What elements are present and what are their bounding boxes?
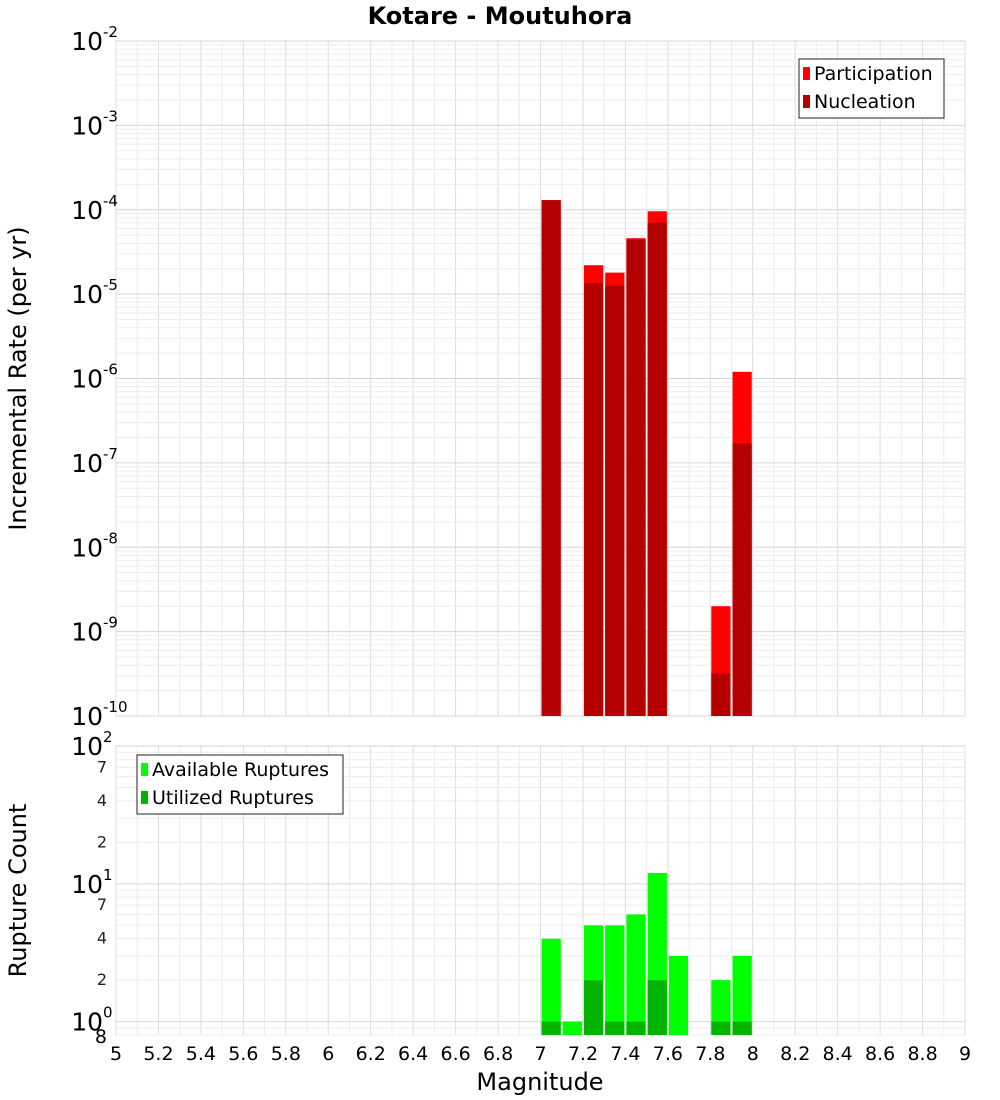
nucleation-bar bbox=[647, 222, 667, 716]
x-tick-label: 6.6 bbox=[440, 1043, 470, 1065]
available-bar bbox=[626, 914, 646, 1035]
y-minor-tick-label: 7 bbox=[97, 895, 107, 914]
y-tick-exponent: -8 bbox=[103, 529, 118, 547]
legend-swatch bbox=[803, 67, 810, 80]
x-tick-label: 5.8 bbox=[271, 1043, 301, 1065]
available-bar bbox=[732, 955, 752, 1035]
x-tick-label: 6.4 bbox=[398, 1043, 428, 1065]
nucleation-bar bbox=[711, 673, 731, 716]
x-tick-label: 6 bbox=[322, 1043, 334, 1065]
x-tick-label: 8 bbox=[747, 1043, 759, 1065]
y-tick-label: 10 bbox=[71, 870, 103, 899]
y-tick-label: 10 bbox=[71, 196, 103, 225]
y-tick-label: 10 bbox=[71, 280, 103, 309]
legend-label: Available Ruptures bbox=[152, 759, 329, 781]
y-tick-label: 10 bbox=[71, 732, 103, 761]
available-bar bbox=[541, 938, 561, 1035]
utilized-bar bbox=[541, 1021, 561, 1035]
y-tick-exponent: -5 bbox=[103, 276, 118, 294]
legend-label: Utilized Ruptures bbox=[152, 787, 314, 809]
nucleation-bar bbox=[583, 283, 604, 716]
available-bar bbox=[711, 980, 731, 1035]
rate-y-axis-label: Incremental Rate (per yr) bbox=[4, 226, 32, 530]
legend-label: Nucleation bbox=[814, 91, 916, 113]
x-tick-label: 8.6 bbox=[865, 1043, 895, 1065]
y-minor-tick-label: 4 bbox=[97, 929, 107, 948]
legend-label: Participation bbox=[814, 63, 933, 85]
x-tick-labels: 5 5.2 5.4 5.6 5.8 6 6.2 6.4 6.6 6.8 7 7.2 7.4 7.6 7.8 8… bbox=[110, 1043, 971, 1065]
utilized-bar bbox=[583, 980, 604, 1035]
y-tick-exponent: -7 bbox=[103, 445, 118, 463]
available-bar bbox=[605, 925, 625, 1035]
y-tick-label: 10 bbox=[71, 1008, 103, 1037]
legend-swatch bbox=[141, 791, 148, 804]
legend-swatch bbox=[803, 95, 810, 108]
y-tick-exponent: 2 bbox=[103, 728, 113, 746]
rate-legend: Participation Nucleation bbox=[798, 58, 945, 119]
y-minor-tick-label: 8 bbox=[95, 1026, 107, 1048]
count-legend: Available Ruptures Utilized Ruptures bbox=[136, 754, 344, 815]
legend-box bbox=[798, 58, 945, 119]
legend-swatch bbox=[141, 763, 148, 776]
y-tick-label: 10 bbox=[71, 365, 103, 394]
y-tick-label: 10 bbox=[71, 449, 103, 478]
x-tick-label: 7.8 bbox=[695, 1043, 725, 1065]
y-minor-tick-label: 2 bbox=[97, 970, 107, 989]
x-tick-label: 6.2 bbox=[356, 1043, 386, 1065]
y-tick-exponent: 0 bbox=[103, 1004, 113, 1022]
y-tick-exponent: -9 bbox=[103, 614, 118, 632]
x-tick-label: 8.8 bbox=[907, 1043, 937, 1065]
y-tick-exponent: -4 bbox=[103, 192, 118, 210]
x-axis-label: Magnitude bbox=[476, 1068, 603, 1096]
count-y-axis-label: Rupture Count bbox=[4, 804, 32, 978]
utilized-bar bbox=[711, 1021, 731, 1035]
y-tick-exponent: 1 bbox=[103, 866, 113, 884]
available-bar bbox=[562, 1021, 582, 1035]
x-tick-label: 7 bbox=[534, 1043, 546, 1065]
y-minor-tick-label: 2 bbox=[97, 832, 107, 851]
y-tick-label: 10 bbox=[71, 618, 103, 647]
x-tick-label: 9 bbox=[959, 1043, 971, 1065]
y-tick-exponent: -2 bbox=[103, 23, 118, 41]
x-tick-label: 5.2 bbox=[143, 1043, 173, 1065]
x-tick-label: 8.4 bbox=[823, 1043, 853, 1065]
utilized-bar bbox=[732, 1021, 752, 1035]
y-tick-exponent: -6 bbox=[103, 361, 118, 379]
utilized-bar bbox=[647, 980, 667, 1035]
x-tick-label: 5 bbox=[110, 1043, 122, 1065]
y-tick-label: 10 bbox=[71, 27, 103, 56]
nucleation-bar bbox=[541, 200, 561, 716]
x-tick-label: 7.2 bbox=[568, 1043, 598, 1065]
y-minor-tick-label: 7 bbox=[97, 757, 107, 776]
y-tick-exponent: -3 bbox=[103, 107, 118, 125]
x-tick-label: 8.2 bbox=[780, 1043, 810, 1065]
nucleation-bar bbox=[626, 239, 646, 716]
x-tick-label: 5.6 bbox=[228, 1043, 258, 1065]
utilized-bar bbox=[605, 1021, 625, 1035]
x-tick-label: 6.8 bbox=[483, 1043, 513, 1065]
x-tick-label: 7.4 bbox=[610, 1043, 640, 1065]
y-tick-label: 10 bbox=[71, 111, 103, 140]
y-tick-exponent: -10 bbox=[103, 698, 128, 716]
nucleation-bar bbox=[732, 443, 752, 716]
x-tick-label: 7.6 bbox=[653, 1043, 683, 1065]
nucleation-bar bbox=[605, 285, 625, 716]
y-minor-tick-label: 4 bbox=[97, 791, 107, 810]
y-tick-label: 10 bbox=[71, 533, 103, 562]
x-tick-label: 5.4 bbox=[186, 1043, 216, 1065]
chart-title: Kotare - Moutuhora bbox=[368, 2, 633, 30]
available-bar bbox=[668, 955, 689, 1035]
legend-box bbox=[136, 754, 344, 815]
rate-bars bbox=[541, 200, 752, 717]
rate-gridlines bbox=[115, 40, 966, 717]
utilized-bar bbox=[626, 1021, 646, 1035]
count-bars bbox=[541, 872, 752, 1035]
y-tick-label: 10 bbox=[71, 702, 103, 731]
